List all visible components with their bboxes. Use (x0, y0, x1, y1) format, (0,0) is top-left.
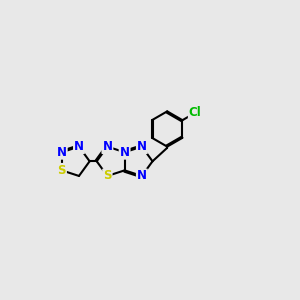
Text: N: N (74, 140, 84, 153)
Text: S: S (58, 164, 66, 177)
Text: N: N (57, 146, 67, 159)
Text: N: N (102, 140, 112, 153)
Text: Cl: Cl (189, 106, 202, 119)
Text: N: N (120, 146, 130, 159)
Text: N: N (137, 140, 147, 153)
Text: N: N (137, 169, 147, 182)
Text: S: S (103, 169, 112, 182)
